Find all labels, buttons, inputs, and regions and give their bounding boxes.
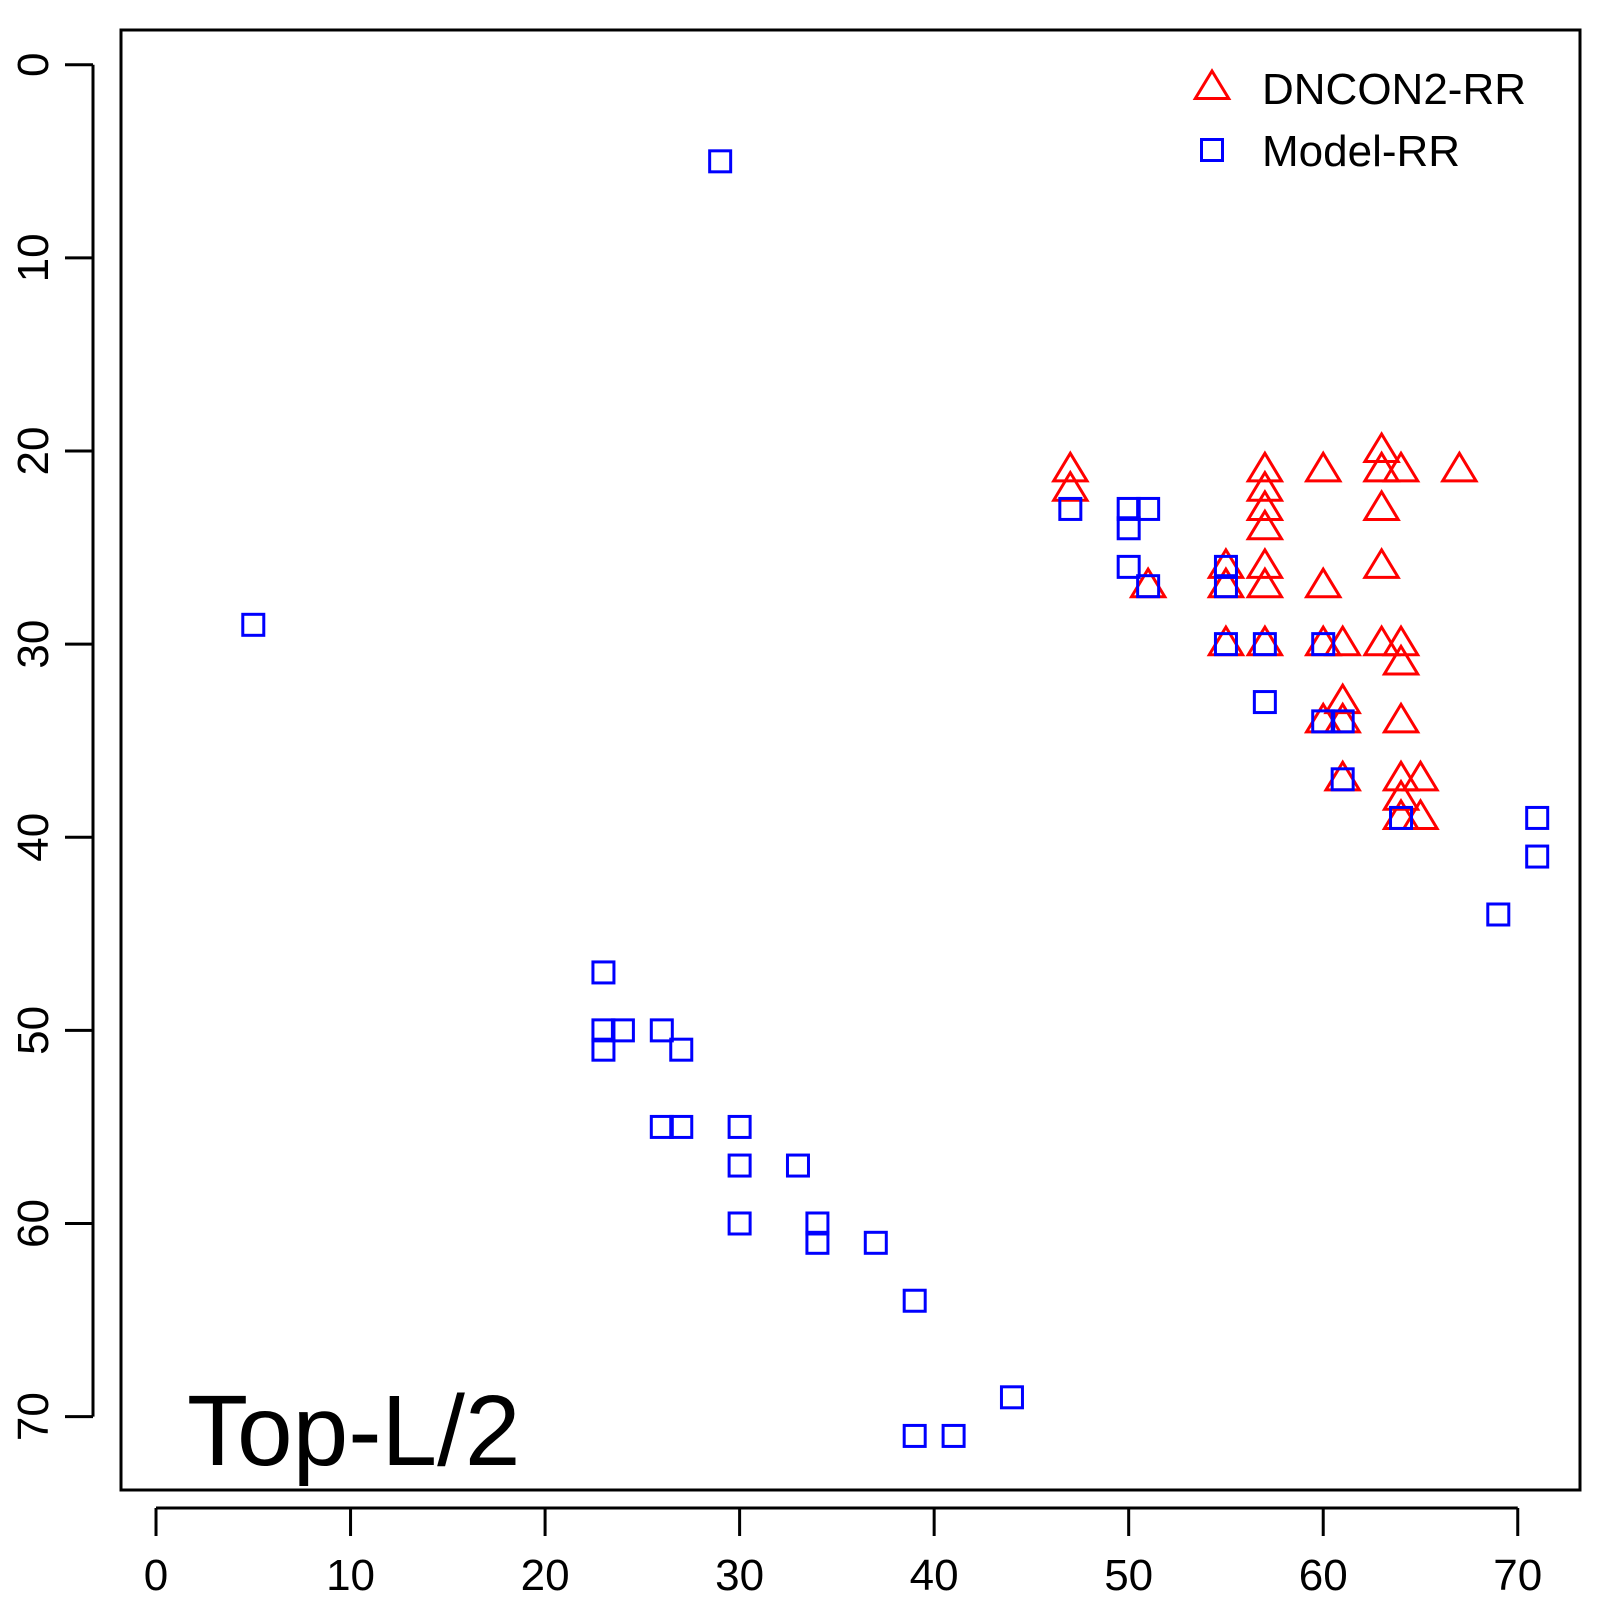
square-point [1311, 709, 1336, 734]
triangle-point [1440, 450, 1479, 483]
y-axis: 0 10 20 30 40 50 60 70 [9, 53, 95, 1441]
square-point [591, 1018, 616, 1043]
triangle-point [1245, 566, 1285, 599]
square-point [902, 1423, 927, 1448]
square-point [727, 1211, 752, 1236]
triangle-point [1362, 488, 1401, 521]
square-point [727, 1114, 752, 1139]
triangle-point [1381, 643, 1421, 676]
y-tick-label: 70 [9, 1392, 58, 1441]
triangle-point [1245, 508, 1285, 541]
triangle-point [1245, 469, 1285, 502]
triangle-point [1381, 450, 1421, 483]
square-point [708, 149, 733, 174]
x-tick-label: 40 [910, 1551, 959, 1600]
x-tick-label: 20 [521, 1551, 570, 1600]
data-points [241, 149, 1550, 1448]
series-model-rr [241, 149, 1550, 1448]
square-point [1330, 767, 1355, 792]
square-point [1213, 554, 1238, 579]
triangle-point [1381, 778, 1421, 811]
square-point [591, 960, 616, 985]
square-point [241, 612, 266, 637]
square-point [902, 1288, 927, 1313]
square-point [1116, 516, 1141, 541]
triangle-point [1362, 450, 1401, 483]
square-point [941, 1423, 966, 1448]
x-tick-label: 50 [1104, 1551, 1153, 1600]
y-tick-label: 10 [9, 233, 58, 282]
x-tick-label: 10 [326, 1551, 375, 1600]
square-point [1058, 496, 1083, 521]
square-point [1311, 632, 1336, 657]
triangle-point [1362, 547, 1401, 579]
y-tick-label: 60 [9, 1199, 58, 1248]
square-point [649, 1114, 674, 1139]
square-point [1252, 632, 1277, 657]
square-point [610, 1018, 635, 1043]
square-point [1136, 574, 1161, 599]
triangle-point [1245, 488, 1285, 521]
triangle-point [1381, 759, 1421, 792]
legend-label: DNCON2-RR [1262, 65, 1526, 114]
square-point [805, 1211, 830, 1236]
x-tick-label: 0 [144, 1551, 168, 1600]
triangle-point [1051, 469, 1090, 502]
triangle-point [1245, 547, 1285, 579]
x-tick-label: 70 [1493, 1551, 1542, 1600]
triangle-point [1303, 450, 1343, 483]
x-axis: 0 10 20 30 40 50 60 70 [144, 1506, 1542, 1600]
square-point [1486, 902, 1511, 927]
square-point [1525, 805, 1550, 830]
square-point [669, 1114, 694, 1139]
square-point [1389, 805, 1414, 830]
x-tick-label: 30 [715, 1551, 764, 1600]
triangle-point [1245, 450, 1285, 483]
y-tick-label: 50 [9, 1006, 58, 1055]
square-point [1213, 574, 1238, 599]
square-point [1330, 709, 1355, 734]
triangle-point [1381, 701, 1421, 734]
triangle-point [1362, 624, 1401, 657]
series-dncon2-rr [1051, 431, 1479, 830]
panel-annotation: Top-L/2 [187, 1375, 521, 1487]
square-point [591, 1037, 616, 1062]
y-tick-label: 40 [9, 813, 58, 862]
y-tick-label: 30 [9, 620, 58, 669]
legend: DNCON2-RR Model-RR [1192, 65, 1526, 176]
square-point [1252, 690, 1277, 715]
y-tick-label: 20 [9, 427, 58, 476]
x-tick-label: 60 [1299, 1551, 1348, 1600]
square-point [1116, 554, 1141, 579]
square-point [1116, 496, 1141, 521]
triangle-point [1051, 450, 1090, 483]
triangle-point [1303, 566, 1343, 599]
square-point [727, 1153, 752, 1178]
plot-frame [119, 28, 1582, 1492]
square-point [785, 1153, 810, 1178]
legend-marker [1200, 138, 1224, 162]
y-tick-label: 0 [9, 53, 58, 77]
legend-label: Model-RR [1262, 127, 1460, 176]
square-point [1213, 632, 1238, 657]
square-point [669, 1037, 694, 1062]
square-point [1525, 844, 1550, 869]
triangle-point [1362, 431, 1401, 463]
square-point [999, 1385, 1024, 1410]
triangle-point [1381, 624, 1421, 657]
square-point [805, 1230, 830, 1255]
square-point [1136, 496, 1161, 521]
square-point [863, 1230, 888, 1255]
square-point [649, 1018, 674, 1043]
triangle-point [1323, 682, 1362, 715]
legend-marker [1192, 68, 1232, 100]
triangle-point [1401, 759, 1440, 792]
